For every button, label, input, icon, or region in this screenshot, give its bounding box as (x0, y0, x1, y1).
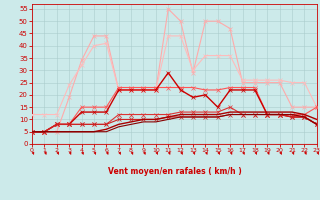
X-axis label: Vent moyen/en rafales ( km/h ): Vent moyen/en rafales ( km/h ) (108, 167, 241, 176)
